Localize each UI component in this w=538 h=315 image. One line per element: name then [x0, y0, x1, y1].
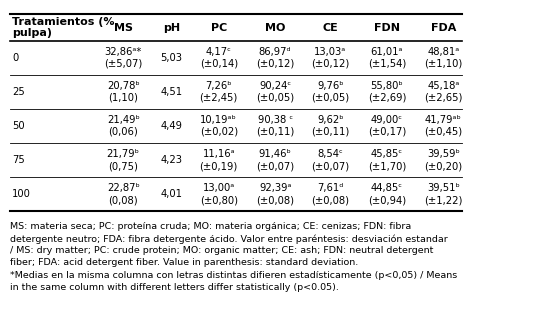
- Text: 86,97ᵈ
(±0,12): 86,97ᵈ (±0,12): [256, 47, 294, 69]
- Text: MS: materia seca; PC: proteína cruda; MO: materia orgánica; CE: cenizas; FDN: fi: MS: materia seca; PC: proteína cruda; MO…: [10, 222, 448, 267]
- Text: 75: 75: [12, 155, 25, 165]
- Text: MO: MO: [265, 23, 285, 32]
- Text: 41,79ᵃᵇ
(±0,45): 41,79ᵃᵇ (±0,45): [424, 115, 462, 137]
- Text: 25: 25: [12, 87, 25, 97]
- Text: 4,17ᶜ
(±0,14): 4,17ᶜ (±0,14): [200, 47, 238, 69]
- Text: 91,46ᵇ
(±0,07): 91,46ᵇ (±0,07): [256, 149, 294, 171]
- Text: 8,54ᶜ
(±0,07): 8,54ᶜ (±0,07): [312, 149, 349, 171]
- Text: 55,80ᵇ
(±2,69): 55,80ᵇ (±2,69): [367, 81, 406, 103]
- Text: 21,49ᵇ
(0,06): 21,49ᵇ (0,06): [107, 115, 140, 137]
- Text: 4,49: 4,49: [161, 121, 182, 131]
- Text: 4,51: 4,51: [160, 87, 183, 97]
- Text: 20,78ᵇ
(1,10): 20,78ᵇ (1,10): [107, 81, 139, 103]
- Text: 9,62ᵇ
(±0,11): 9,62ᵇ (±0,11): [311, 115, 350, 137]
- Text: 0: 0: [12, 53, 19, 63]
- Text: 45,18ᵃ
(±2,65): 45,18ᵃ (±2,65): [424, 81, 463, 103]
- Text: FDN: FDN: [374, 23, 400, 32]
- Text: 4,23: 4,23: [161, 155, 182, 165]
- Text: 13,00ᵃ
(±0,80): 13,00ᵃ (±0,80): [200, 183, 238, 205]
- Text: 9,76ᵇ
(±0,05): 9,76ᵇ (±0,05): [312, 81, 349, 103]
- Text: 50: 50: [12, 121, 25, 131]
- Text: 61,01ᵃ
(±1,54): 61,01ᵃ (±1,54): [367, 47, 406, 69]
- Text: 10,19ᵃᵇ
(±0,02): 10,19ᵃᵇ (±0,02): [200, 115, 238, 137]
- Text: 13,03ᵃ
(±0,12): 13,03ᵃ (±0,12): [311, 47, 350, 69]
- Text: 48,81ᵃ
(±1,10): 48,81ᵃ (±1,10): [424, 47, 463, 69]
- Text: 32,86ᵃ*
(±5,07): 32,86ᵃ* (±5,07): [104, 47, 143, 69]
- Text: 92,39ᵃ
(±0,08): 92,39ᵃ (±0,08): [256, 183, 294, 205]
- Text: 100: 100: [12, 189, 31, 199]
- Text: MS: MS: [114, 23, 133, 32]
- Text: 49,00ᶜ
(±0,17): 49,00ᶜ (±0,17): [367, 115, 406, 137]
- Text: 7,61ᵈ
(±0,08): 7,61ᵈ (±0,08): [312, 183, 349, 205]
- Text: 45,85ᶜ
(±1,70): 45,85ᶜ (±1,70): [367, 149, 406, 171]
- Text: 7,26ᵇ
(±2,45): 7,26ᵇ (±2,45): [200, 81, 238, 103]
- Text: 44,85ᶜ
(±0,94): 44,85ᶜ (±0,94): [368, 183, 406, 205]
- Text: 21,79ᵇ
(0,75): 21,79ᵇ (0,75): [107, 149, 140, 171]
- Text: 90,24ᶜ
(±0,05): 90,24ᶜ (±0,05): [256, 81, 294, 103]
- Text: *Medias en la misma columna con letras distintas difieren estadísticamente (p<0,: *Medias en la misma columna con letras d…: [10, 271, 457, 292]
- Text: 5,03: 5,03: [161, 53, 182, 63]
- Text: 4,01: 4,01: [161, 189, 182, 199]
- Text: 22,87ᵇ
(0,08): 22,87ᵇ (0,08): [107, 183, 140, 205]
- Text: 39,51ᵇ
(±1,22): 39,51ᵇ (±1,22): [424, 183, 463, 205]
- Text: 90,38 ᶜ
(±0,11): 90,38 ᶜ (±0,11): [256, 115, 294, 137]
- Text: PC: PC: [210, 23, 227, 32]
- Text: 11,16ᵃ
(±0,19): 11,16ᵃ (±0,19): [200, 149, 238, 171]
- Text: FDA: FDA: [430, 23, 456, 32]
- Text: pH: pH: [163, 23, 180, 32]
- Text: 39,59ᵇ
(±0,20): 39,59ᵇ (±0,20): [424, 149, 462, 171]
- Text: CE: CE: [322, 23, 338, 32]
- Text: Tratamientos (%
pulpa): Tratamientos (% pulpa): [12, 17, 115, 38]
